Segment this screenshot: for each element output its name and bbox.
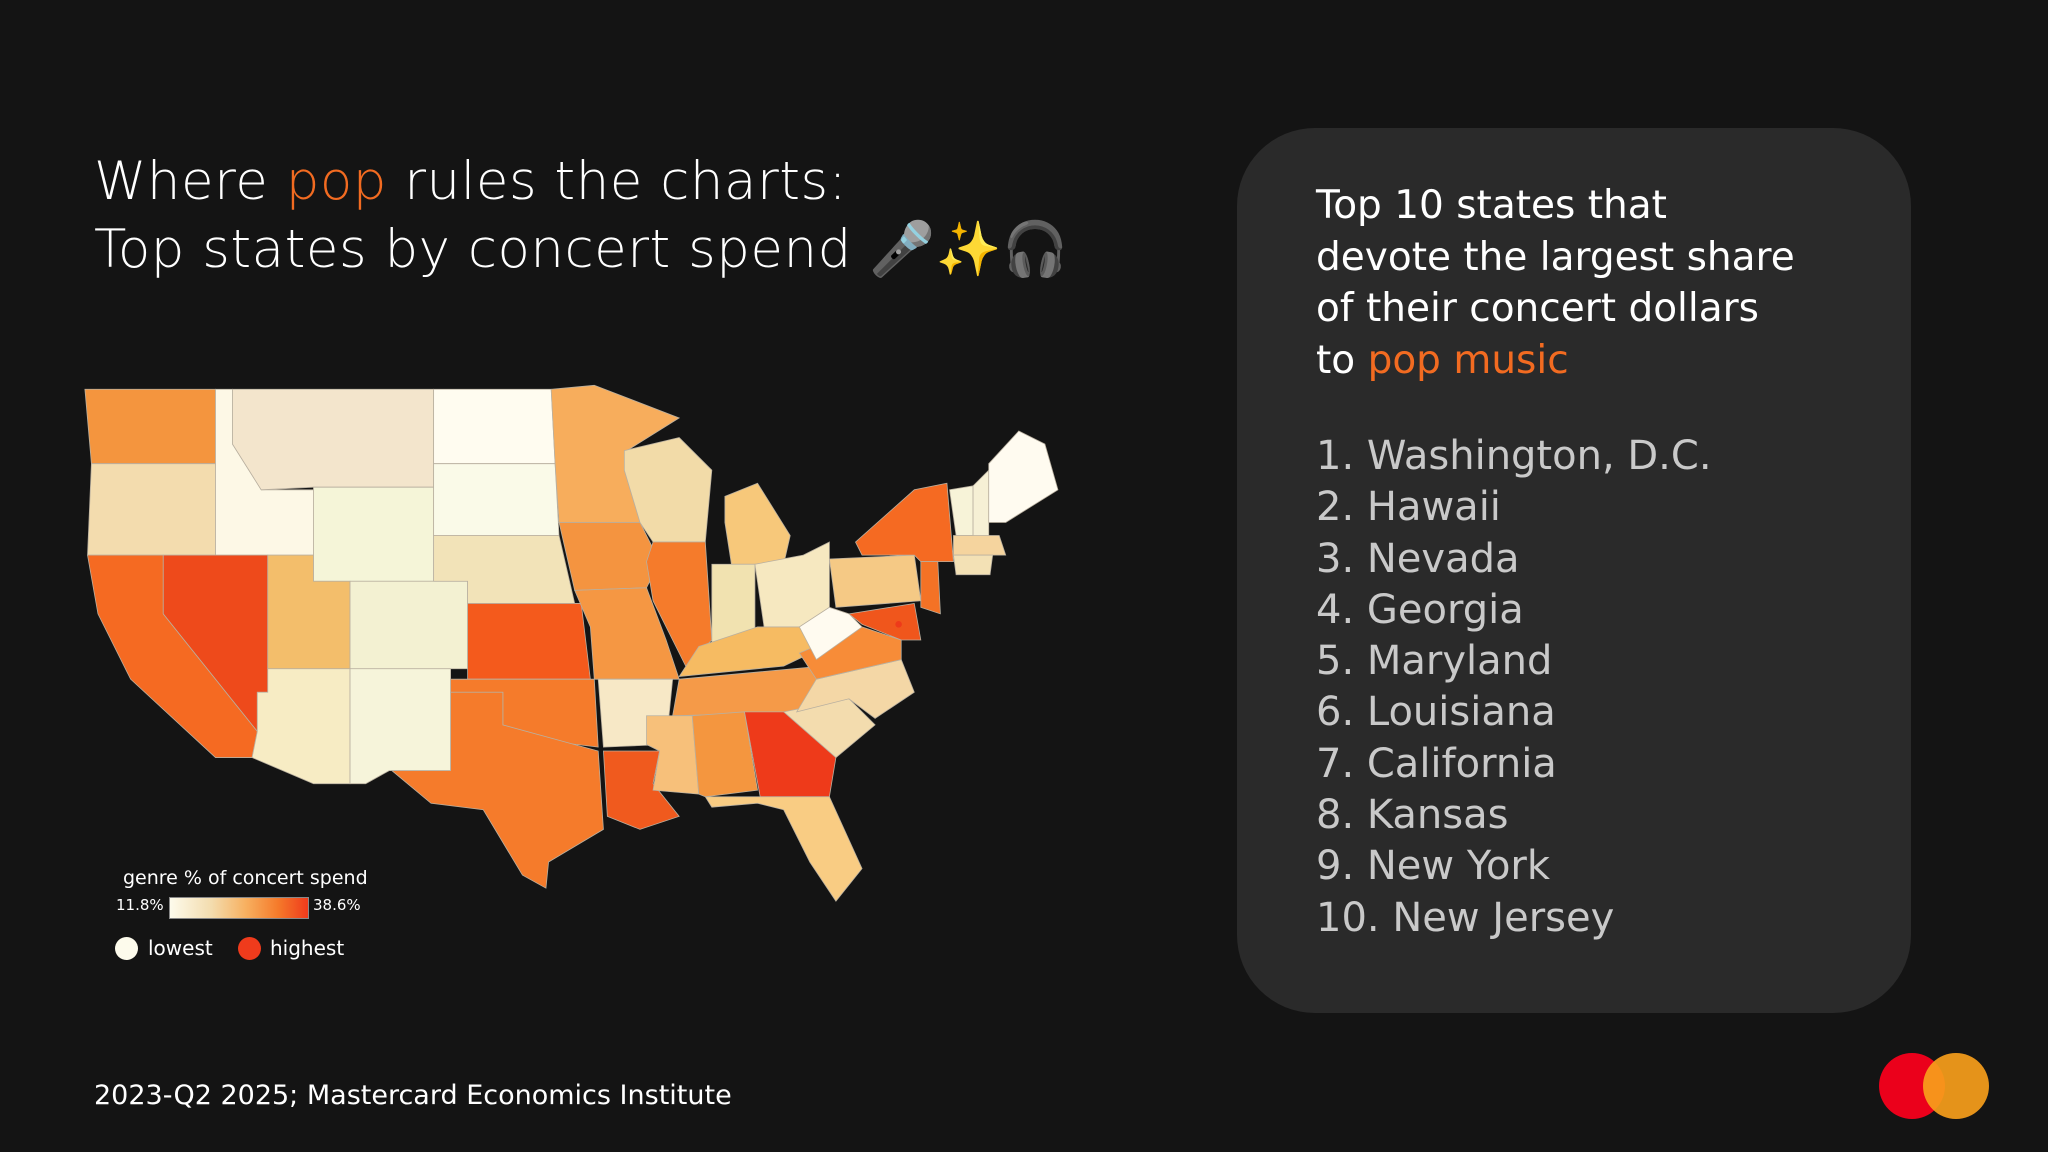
microphone-sparkles-headphones-icon: 🎤✨🎧 <box>869 219 1069 280</box>
state-NJ <box>920 561 941 615</box>
state-SD <box>433 463 560 536</box>
legend-min: 11.8% <box>116 896 164 914</box>
state-CO <box>349 580 468 670</box>
state-OR <box>87 463 216 556</box>
lowest-label: lowest <box>148 936 213 960</box>
logo-orange-circle <box>1923 1053 1989 1119</box>
state-VT <box>949 485 974 536</box>
state-IA <box>558 522 661 591</box>
state-WV <box>798 606 863 661</box>
title-line-2: Top states by concert spend 🎤✨🎧 <box>94 216 1069 284</box>
page-title: Where pop rules the charts: Top states b… <box>94 148 1069 284</box>
list-item: 6. Louisiana <box>1316 689 1556 736</box>
state-DC <box>895 621 902 628</box>
list-item: 10. New Jersey <box>1316 894 1615 941</box>
state-NH <box>972 469 990 539</box>
source-footer: 2023-Q2 2025; Mastercard Economics Insti… <box>94 1080 732 1111</box>
state-NY <box>855 482 954 563</box>
highest-label: highest <box>270 936 345 960</box>
state-MA <box>953 535 1007 556</box>
panel-heading-line: devote the largest share <box>1316 234 1795 280</box>
mastercard-logo <box>1879 1053 1989 1119</box>
state-ME <box>988 430 1059 523</box>
title-line-1: Where pop rules the charts: <box>94 148 1069 216</box>
legend-title: genre % of concert spend <box>123 867 368 889</box>
panel-heading-text: to <box>1316 337 1368 383</box>
list-item: 3. Nevada <box>1316 535 1520 582</box>
top-ten-list: 1. Washington, D.C. 2. Hawaii 3. Nevada … <box>1316 431 1712 944</box>
list-item: 4. Georgia <box>1316 586 1524 633</box>
title-text: Where <box>94 151 286 212</box>
top-ten-panel: Top 10 states that devote the largest sh… <box>1237 128 1911 1013</box>
state-MT <box>232 388 435 491</box>
highest-swatch <box>238 937 261 960</box>
title-text: rules the charts: <box>386 151 848 212</box>
panel-heading-line: to pop music <box>1316 335 1795 387</box>
state-TX <box>390 691 604 889</box>
legend-gradient-bar <box>169 897 309 919</box>
list-item: 8. Kansas <box>1316 792 1509 839</box>
state-MI <box>724 482 791 565</box>
panel-heading-line: Top 10 states that <box>1316 183 1667 228</box>
legend-max: 38.6% <box>313 896 361 914</box>
list-item: 2. Hawaii <box>1316 484 1501 531</box>
list-item: 7. California <box>1316 740 1557 787</box>
state-NM <box>349 668 452 785</box>
panel-heading-line: of their concert dollars <box>1316 286 1759 331</box>
panel-heading-accent: pop music <box>1367 337 1569 383</box>
state-KS <box>467 603 591 680</box>
state-WA <box>84 388 216 465</box>
state-PA <box>828 554 922 608</box>
state-AL <box>691 711 759 798</box>
list-item: 1. Washington, D.C. <box>1316 433 1712 479</box>
state-ND <box>433 388 556 465</box>
list-item: 9. New York <box>1316 843 1551 890</box>
lowest-swatch <box>115 937 138 960</box>
state-CT <box>953 554 994 576</box>
title-text: Top states by concert spend <box>94 219 852 280</box>
state-FL <box>704 796 863 902</box>
list-item: 5. Maryland <box>1316 638 1553 685</box>
state-WY <box>313 486 435 582</box>
state-MD <box>848 602 922 641</box>
panel-heading: Top 10 states that devote the largest sh… <box>1316 180 1795 386</box>
title-accent: pop <box>285 151 387 212</box>
